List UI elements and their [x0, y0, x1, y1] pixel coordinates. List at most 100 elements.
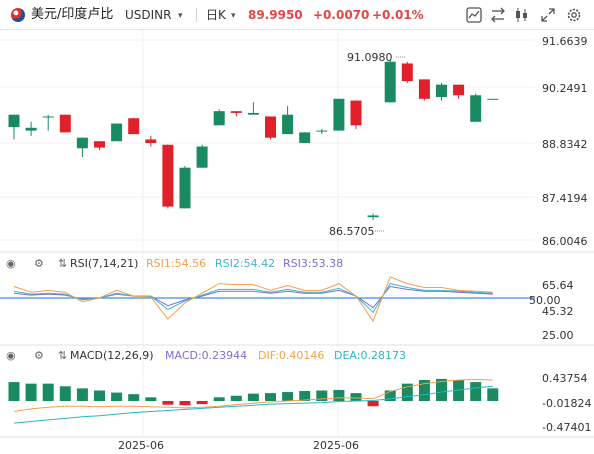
macd-bar	[8, 382, 20, 401]
macd-bar	[350, 393, 362, 401]
macd-bar	[213, 397, 225, 401]
candle-body	[179, 167, 191, 209]
candle-body	[350, 100, 362, 126]
macd-bar	[179, 401, 191, 406]
macd-y-tick: -0.47401	[542, 421, 591, 434]
candle-body	[230, 111, 242, 113]
macd-bar	[42, 383, 54, 401]
x-axis-label: 2025-06	[313, 439, 359, 452]
dea-line	[13, 385, 493, 424]
macd-bar	[401, 383, 413, 401]
candle-body	[384, 61, 396, 103]
candle-body	[316, 130, 328, 132]
macd-bar	[418, 379, 430, 401]
y-tick-label: 87.4194	[542, 192, 588, 205]
chart-grid	[0, 30, 535, 437]
candle-body	[367, 215, 379, 218]
rsi1-line	[13, 276, 493, 323]
y-tick-label: 86.0046	[542, 235, 588, 248]
macd-bar	[111, 392, 123, 401]
chevron-down-icon[interactable]: ▾	[231, 11, 236, 21]
macd-bar	[94, 390, 105, 401]
candle-body	[8, 114, 20, 128]
rsi3-value: RSI3:53.38	[283, 257, 343, 270]
y-tick-label: 90.2491	[542, 82, 588, 95]
rsi-legend: ◉ ⚙ ⇅ RSI(7,14,21) RSI1:54.56 RSI2:54.42…	[6, 257, 343, 270]
macd-bar	[128, 394, 140, 401]
divider	[196, 8, 197, 22]
rsi1-value: RSI1:54.56	[146, 257, 206, 270]
macd-bar	[470, 382, 482, 401]
candle-body	[418, 79, 430, 99]
macd-bar	[333, 389, 345, 401]
interval-selector[interactable]: 日K	[206, 8, 226, 22]
rsi-mid-tick: 50.00	[529, 294, 561, 307]
last-price: 89.9950	[248, 8, 303, 22]
dif-value: DIF:0.40146	[258, 349, 324, 362]
currency-flag-icon	[11, 8, 25, 22]
macd-bar	[487, 388, 499, 401]
macd-bar	[384, 390, 396, 401]
macd-bar	[145, 397, 157, 401]
macd-bar	[162, 401, 174, 405]
macd-bar	[453, 379, 465, 401]
candle-body	[213, 111, 225, 126]
rsi-title: RSI(7,14,21)	[70, 257, 138, 270]
chart-header: 美元/印度卢比 USDINR ▾ 日K ▾ 89.9950 +0.0070 +0…	[0, 0, 594, 30]
candle-body	[487, 98, 499, 100]
symbol-code-selector[interactable]: USDINR	[125, 8, 172, 22]
candle-body	[111, 123, 123, 142]
macd-bar	[230, 395, 242, 401]
candlestick-series	[8, 59, 499, 221]
gear-icon[interactable]: ⚙	[34, 257, 44, 270]
macd-bar	[265, 393, 276, 401]
x-axis-label: 2025-06	[118, 439, 164, 452]
candle-body	[333, 98, 345, 131]
candle-body	[436, 84, 447, 98]
rsi-y-tick: 45.32	[542, 305, 574, 318]
candle-body	[162, 144, 174, 207]
y-tick-label: 88.8342	[542, 138, 588, 151]
macd-bar	[436, 378, 447, 401]
indicator-icon[interactable]	[513, 6, 531, 24]
candle-body	[265, 116, 276, 138]
macd-series	[8, 378, 499, 424]
macd-bar	[76, 388, 88, 401]
macd-y-tick: -0.01824	[542, 397, 591, 410]
dea-value: DEA:0.28173	[334, 349, 406, 362]
chart-canvas[interactable]: 91.6639 90.2491 88.8342 87.4194 86.0046 …	[0, 30, 594, 454]
macd-bar	[59, 386, 71, 401]
macd-y-tick: 0.43754	[542, 372, 588, 385]
candle-body	[247, 112, 259, 115]
macd-bar	[316, 390, 328, 401]
macd-title: MACD(12,26,9)	[70, 349, 154, 362]
candle-body	[42, 116, 54, 118]
compare-icon[interactable]	[489, 6, 507, 24]
eye-icon[interactable]: ◉	[6, 349, 16, 362]
macd-bar	[282, 392, 294, 401]
settings-icon[interactable]	[565, 6, 583, 24]
settings-slider-icon[interactable]: ⇅	[58, 257, 67, 270]
dif-line	[13, 378, 493, 413]
settings-slider-icon[interactable]: ⇅	[58, 349, 67, 362]
low-price-label: 86.5705	[329, 225, 375, 238]
rsi-y-tick: 25.00	[542, 329, 574, 342]
candle-body	[76, 137, 88, 149]
candle-body	[128, 118, 140, 135]
price-change: +0.0070	[313, 8, 370, 22]
candle-body	[59, 114, 71, 133]
eye-icon[interactable]: ◉	[6, 257, 16, 270]
candle-body	[94, 141, 105, 148]
candle-body	[196, 146, 208, 168]
gear-icon[interactable]: ⚙	[34, 349, 44, 362]
rsi-y-tick: 65.64	[542, 279, 574, 292]
fullscreen-icon[interactable]	[539, 6, 557, 24]
macd-value: MACD:0.23944	[165, 349, 247, 362]
rsi2-value: RSI2:54.42	[215, 257, 275, 270]
chevron-down-icon[interactable]: ▾	[178, 11, 183, 21]
candle-body	[145, 139, 157, 143]
chart-type-icon[interactable]	[465, 6, 483, 24]
macd-bar	[367, 401, 379, 407]
candle-body	[25, 127, 37, 131]
symbol-name: 美元/印度卢比	[31, 7, 114, 22]
